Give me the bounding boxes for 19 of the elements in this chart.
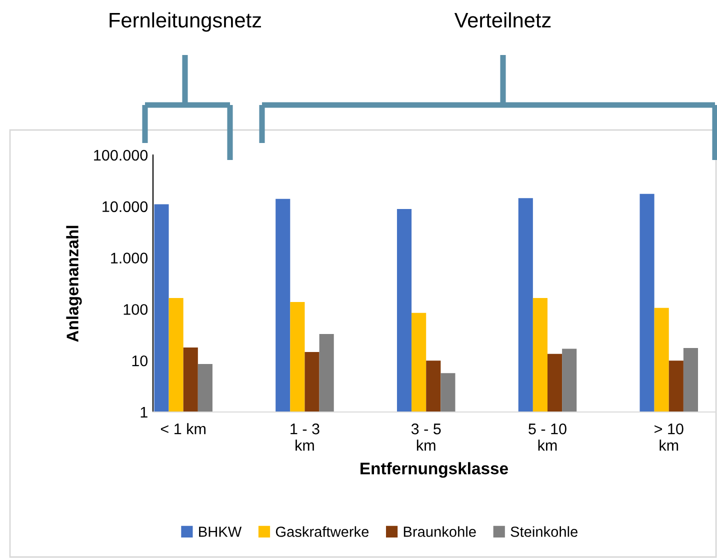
legend-label: Braunkohle [404,526,476,537]
y-tick-label: 1.000 [111,252,148,264]
legend-label: Steinkohle [510,526,578,537]
x-axis-title: Entfernungsklasse [360,462,508,478]
y-tick-label: 1 [140,407,148,418]
y-tick-label: 100 [124,304,148,315]
legend-label: BHKW [199,526,242,537]
y-tick-label: 100.000 [94,150,148,161]
x-tick-label: 5 - 10 km [528,424,566,451]
text: Fernleitungsnetz [110,12,261,32]
y-tick-label: 10 [132,355,148,366]
x-tick-label: 1 - 3 km [290,424,320,451]
text: Verteilnetz [454,12,551,28]
y-tick-label: 10.000 [102,201,148,212]
x-tick-label: > 10 km [654,424,684,451]
legend-label: Gaskraftwerke [276,526,369,537]
x-tick-label: < 1 km [160,423,206,434]
y-axis-title: Anlagenanzahl [66,226,82,342]
x-tick-label: 3 - 5 km [411,424,441,451]
